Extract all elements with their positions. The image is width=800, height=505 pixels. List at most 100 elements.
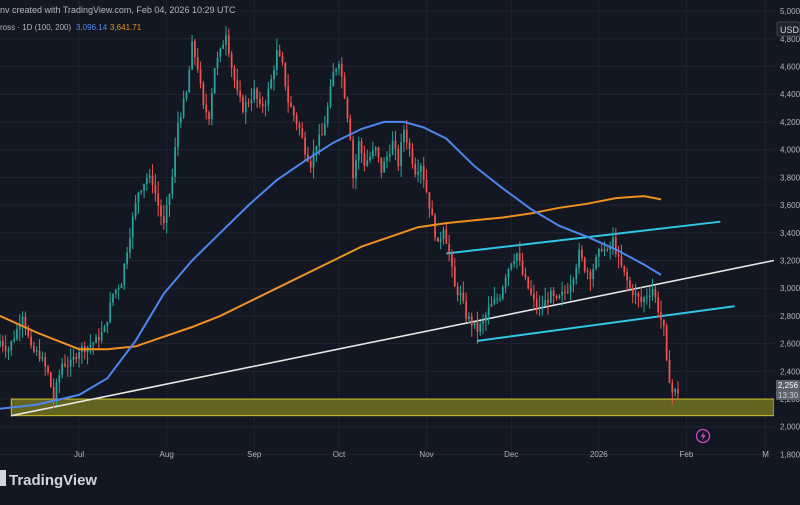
candle <box>425 169 428 194</box>
candle <box>355 153 357 190</box>
candle <box>44 352 47 377</box>
candle <box>380 157 383 179</box>
candle <box>267 81 270 112</box>
candle <box>97 328 100 350</box>
indicator-label: ross · 1D (100, 200) <box>0 23 71 32</box>
lightning-icon[interactable] <box>695 428 711 444</box>
candle <box>631 283 634 304</box>
candle <box>66 356 69 377</box>
candle <box>185 90 188 102</box>
candle <box>222 40 225 50</box>
candle <box>244 95 247 125</box>
candle <box>7 346 10 361</box>
channel-lower-line[interactable] <box>477 305 735 342</box>
candle <box>196 47 199 73</box>
y-tick-label: 2,000 <box>780 423 800 432</box>
support-zone-box[interactable] <box>10 398 775 417</box>
currency-label[interactable]: USD <box>780 25 800 35</box>
candle <box>329 78 332 109</box>
candle <box>473 321 476 330</box>
last-price-tag: 2,256 <box>776 380 800 390</box>
candle <box>72 348 75 367</box>
candle <box>213 67 216 94</box>
candle <box>335 67 338 76</box>
candle <box>575 263 578 285</box>
candle <box>292 105 295 122</box>
candle <box>566 282 569 295</box>
candle <box>352 135 354 189</box>
x-tick-label: Dec <box>504 450 518 459</box>
candle <box>219 47 222 63</box>
candle <box>146 173 148 191</box>
candle <box>439 231 442 250</box>
y-tick-label: 3,400 <box>780 229 800 238</box>
candle <box>117 284 120 300</box>
candle <box>275 38 278 76</box>
countdown-tag: 13:30 <box>776 390 800 400</box>
candle <box>428 192 431 218</box>
candle <box>363 145 366 172</box>
candle <box>436 237 439 243</box>
candle <box>208 110 210 126</box>
candle <box>21 311 24 338</box>
candle <box>397 144 400 171</box>
candle <box>496 293 499 304</box>
candle <box>338 60 340 76</box>
candle <box>103 324 106 333</box>
candle <box>109 292 112 324</box>
candle <box>411 143 414 169</box>
candle <box>154 173 157 202</box>
candle <box>179 112 182 129</box>
candle <box>120 282 123 289</box>
candle <box>597 247 600 268</box>
candle <box>606 247 609 252</box>
candle <box>651 278 654 301</box>
candle <box>391 131 394 156</box>
candle <box>468 312 470 324</box>
candle <box>131 212 134 250</box>
candle <box>445 223 448 245</box>
candle <box>89 334 92 355</box>
candle <box>126 246 128 270</box>
candle <box>374 146 377 157</box>
candle <box>64 354 66 368</box>
candle <box>284 62 287 91</box>
x-tick-label: Aug <box>160 450 174 459</box>
channel-upper-line[interactable] <box>446 220 721 255</box>
candle <box>527 276 530 290</box>
ascending-trendline[interactable] <box>11 259 775 417</box>
candle <box>242 94 244 114</box>
currency-button[interactable]: USD <box>776 21 800 37</box>
candle <box>609 241 612 260</box>
candle <box>482 313 484 334</box>
candle <box>524 267 527 281</box>
candle <box>332 62 335 87</box>
candle <box>459 285 462 305</box>
candle <box>504 274 507 294</box>
candle <box>581 245 583 262</box>
candle <box>1 335 4 353</box>
candle <box>321 123 323 136</box>
candle <box>287 74 290 113</box>
candle <box>614 228 617 258</box>
candle <box>360 137 363 164</box>
candle <box>264 99 267 117</box>
candle <box>555 294 558 301</box>
candle <box>369 151 371 164</box>
candle <box>112 293 114 307</box>
candle <box>586 267 589 280</box>
y-tick-label: 1,800 <box>780 450 800 459</box>
candle <box>253 79 256 104</box>
candle <box>541 295 544 316</box>
candle <box>612 227 614 256</box>
candle <box>476 311 479 344</box>
candle <box>225 26 227 56</box>
candle <box>174 137 177 184</box>
x-tick-label: Sep <box>247 450 262 459</box>
candle <box>490 296 493 308</box>
candle <box>516 252 518 269</box>
candle <box>383 157 386 173</box>
candle <box>0 333 1 348</box>
